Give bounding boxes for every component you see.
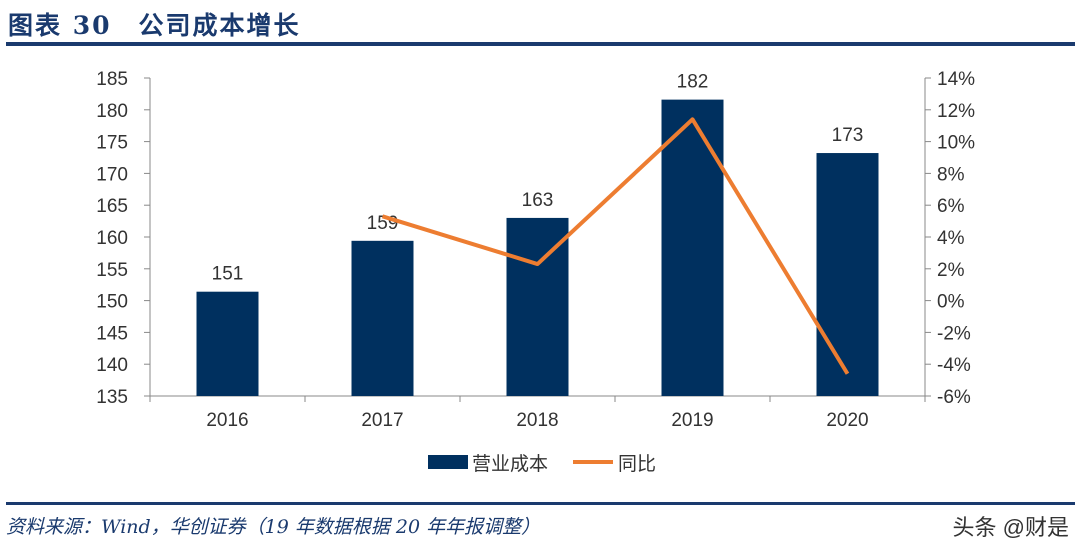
- bar-2020: [816, 153, 879, 396]
- right-tick-label: -2%: [937, 323, 971, 344]
- left-tick-label: 135: [96, 387, 128, 408]
- source-note: 资料来源：Wind，华创证券（19 年数据根据 20 年年报调整）: [6, 516, 541, 538]
- bar-2017: [351, 240, 414, 396]
- bar-2019: [661, 99, 724, 397]
- right-tick-label: 6%: [937, 196, 965, 217]
- footer-rule: [6, 502, 1075, 505]
- right-tick-label: 12%: [937, 101, 975, 122]
- figure-title: 图表 30 公司成本增长: [8, 11, 301, 40]
- x-tick-label: 2020: [826, 410, 868, 431]
- left-tick-label: 160: [96, 228, 128, 249]
- left-tick-label: 140: [96, 355, 128, 376]
- x-tick-label: 2016: [206, 410, 248, 431]
- right-tick-label: 0%: [937, 292, 965, 313]
- right-tick-label: 2%: [937, 260, 965, 281]
- right-tick-label: -6%: [937, 387, 971, 408]
- left-tick-label: 150: [96, 292, 128, 313]
- bar-value-label: 159: [367, 213, 399, 234]
- bar-2016: [196, 291, 259, 396]
- right-tick-label: 10%: [937, 133, 975, 154]
- bar-value-label: 173: [832, 125, 864, 146]
- left-tick-label: 145: [96, 323, 128, 344]
- bar-value-label: 163: [522, 190, 554, 211]
- right-tick-label: 8%: [937, 164, 965, 185]
- left-tick-label: 180: [96, 101, 128, 122]
- title-rule: [6, 42, 1075, 46]
- bar-value-label: 182: [677, 72, 709, 93]
- x-tick-label: 2018: [516, 410, 558, 431]
- right-tick-label: -4%: [937, 355, 971, 376]
- bar-value-label: 151: [212, 264, 244, 285]
- legend-swatch-bar: [428, 455, 468, 469]
- left-tick-label: 170: [96, 164, 128, 185]
- left-tick-label: 155: [96, 260, 128, 281]
- legend-label-line: 同比: [618, 453, 656, 475]
- right-tick-label: 14%: [937, 69, 975, 90]
- yoy-line: [381, 117, 850, 375]
- watermark: 头条 @财是: [952, 515, 1069, 540]
- x-tick-label: 2017: [361, 410, 403, 431]
- left-tick-label: 185: [96, 69, 128, 90]
- left-tick-label: 175: [96, 133, 128, 154]
- left-tick-label: 165: [96, 196, 128, 217]
- legend-label-bar: 营业成本: [472, 453, 548, 475]
- bar-2018: [506, 217, 569, 396]
- right-tick-label: 4%: [937, 228, 965, 249]
- x-tick-label: 2019: [671, 410, 713, 431]
